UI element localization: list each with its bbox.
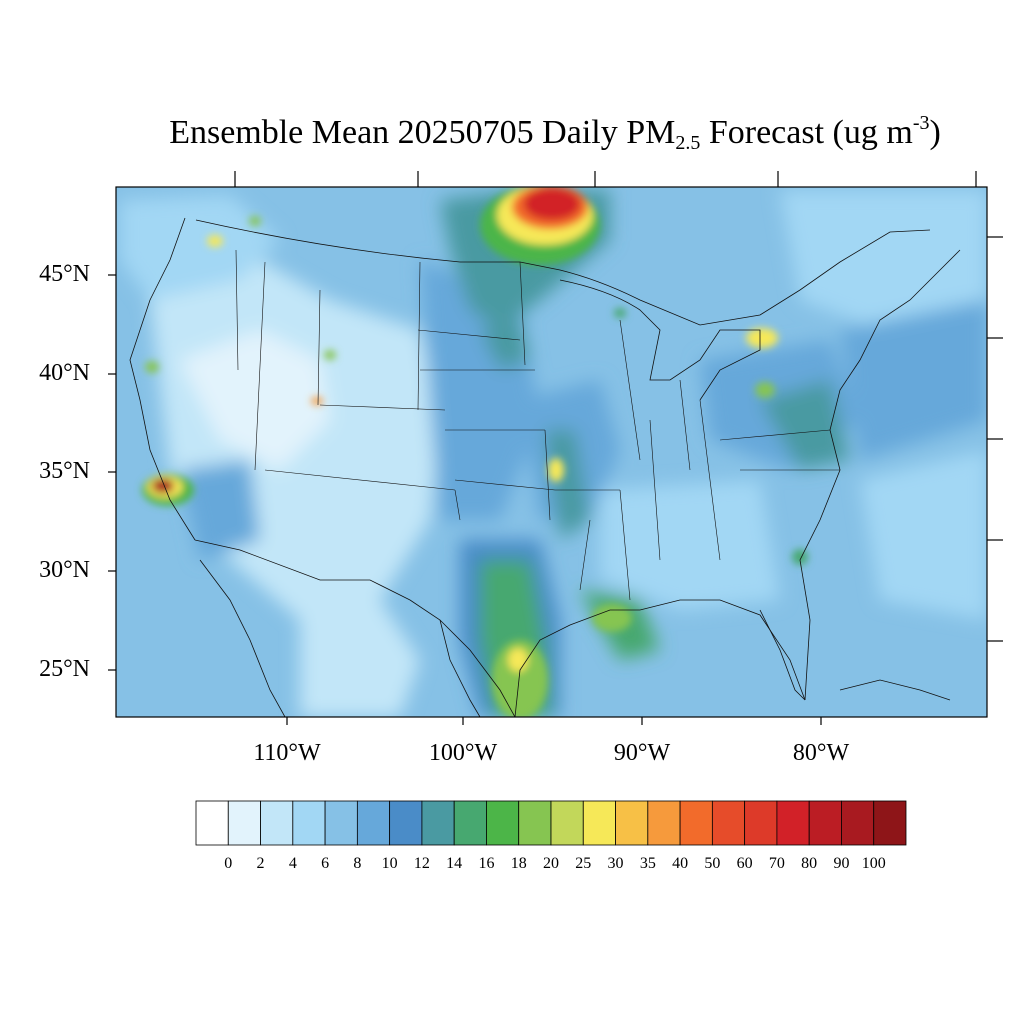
lon-label-80w: 80°W	[792, 740, 850, 766]
colorbar-box-9	[486, 800, 520, 846]
colorbar-box-17	[744, 800, 778, 846]
field-hotspots	[142, 187, 808, 717]
lat-label-30: 30°N	[39, 557, 90, 583]
us-west-coast	[129, 217, 196, 541]
mexico-coast	[439, 619, 481, 717]
colorbar-label-80: 80	[801, 855, 818, 872]
colorbar-label-16: 16	[478, 855, 495, 872]
title-text-after: Forecast (ug m	[700, 114, 913, 151]
colorbar-label-25: 25	[575, 855, 592, 872]
colorbar-box-0	[195, 800, 229, 846]
colorbar-label-20: 20	[543, 855, 559, 872]
lat-label-40: 40°N	[39, 360, 90, 386]
lon-label-90w: 90°W	[613, 740, 671, 766]
colorbar-label-100: 100	[861, 855, 886, 872]
cuba-outline	[839, 679, 951, 701]
colorbar-box-2	[260, 800, 294, 846]
great-lakes-shoreline	[559, 279, 761, 401]
colorbar-label-40: 40	[672, 855, 689, 872]
colorbar-box-21	[873, 800, 907, 846]
lat-label-35: 35°N	[39, 458, 90, 484]
colorbar-label-14: 14	[446, 855, 463, 872]
colorbar-box-5	[356, 800, 391, 846]
colorbar-box-18	[776, 800, 810, 846]
colorbar-box-4	[324, 800, 358, 846]
colorbar-label-4: 4	[288, 855, 297, 872]
colorbar-box-10	[518, 800, 552, 846]
map-title: Ensemble Mean 20250705 Daily PM2.5 Forec…	[0, 112, 1024, 155]
field-smooth	[120, 190, 987, 717]
baja-peninsula	[199, 559, 286, 717]
colorbar-label-10: 10	[381, 855, 398, 872]
atlantic-coast	[799, 249, 961, 701]
lat-label-25: 25°N	[39, 656, 90, 682]
colorbar-label-12: 12	[413, 855, 430, 872]
colorbar-label-70: 70	[768, 855, 785, 872]
colorbar-label-60: 60	[736, 855, 753, 872]
colorbar-box-3	[292, 800, 326, 846]
colorbar-box-20	[841, 800, 875, 846]
colorbar	[195, 800, 907, 846]
concentration-field	[116, 187, 987, 717]
colorbar-label-50: 50	[704, 855, 721, 872]
colorbar-box-16	[711, 800, 746, 846]
colorbar-label-6: 6	[321, 855, 330, 872]
colorbar-label-8: 8	[353, 855, 362, 872]
colorbar-label-30: 30	[607, 855, 624, 872]
colorbar-box-1	[227, 800, 261, 846]
state-lines	[235, 249, 840, 601]
political-boundaries	[129, 217, 961, 717]
map-frame	[115, 186, 988, 718]
us-mexico-border	[194, 539, 516, 717]
lat-label-45: 45°N	[39, 261, 90, 287]
colorbar-box-13	[615, 800, 649, 846]
colorbar-box-11	[550, 800, 584, 846]
colorbar-box-7	[421, 800, 455, 846]
colorbar-label-2: 2	[256, 855, 265, 872]
lon-label-100w: 100°W	[428, 740, 498, 766]
title-superscript: -3	[912, 112, 930, 134]
colorbar-box-8	[453, 800, 487, 846]
colorbar-label-90: 90	[833, 855, 850, 872]
title-text-end: )	[929, 114, 941, 151]
colorbar-box-14	[647, 800, 681, 846]
colorbar-label-0: 0	[224, 855, 233, 872]
map-ticks	[108, 171, 1003, 725]
florida-peninsula	[759, 609, 806, 701]
title-subscript: 2.5	[675, 132, 701, 154]
colorbar-box-12	[582, 800, 616, 846]
colorbar-box-19	[808, 800, 842, 846]
colorbar-label-18: 18	[510, 855, 527, 872]
colorbar-box-6	[389, 800, 423, 846]
colorbar-label-35: 35	[639, 855, 656, 872]
title-text: Ensemble Mean 20250705 Daily PM	[169, 114, 676, 151]
colorbar-box-15	[679, 800, 713, 846]
lon-label-110w: 110°W	[253, 740, 321, 766]
us-canada-border	[195, 219, 931, 326]
